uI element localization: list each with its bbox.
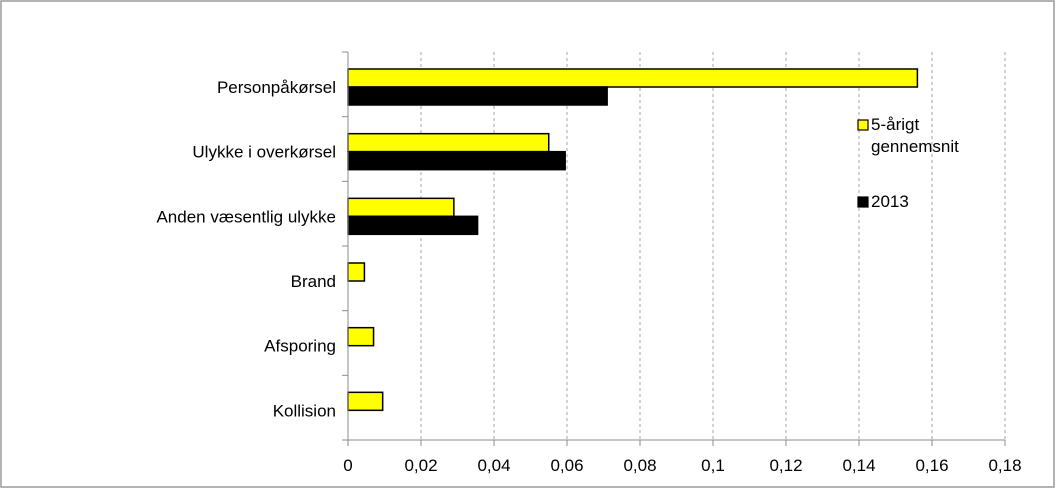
bar-brand-5-a-rigt-gennemsnit (347, 262, 366, 282)
x-tick-label-3: 0,06 (550, 456, 583, 475)
axes (342, 51, 1006, 446)
category-label-brand: Brand (291, 272, 336, 291)
x-tick-label-1: 0,02 (404, 456, 437, 475)
bar-personpa-k-rsel-2013 (347, 86, 608, 106)
x-tick-label-8: 0,16 (915, 456, 948, 475)
bar-personpa-k-rsel-5-a-rigt-gennemsnit (347, 68, 919, 88)
category-label-personpa-k-rsel: Personpåkørsel (217, 78, 336, 97)
bar-anden-v-sentlig-ulykke-2013 (347, 215, 479, 236)
category-label-kollision: Kollision (273, 401, 336, 420)
category-label-anden-v-sentlig-ulykke: Anden væsentlig ulykke (156, 207, 336, 226)
legend-swatch-2013 (857, 196, 869, 208)
bar-anden-v-sentlig-ulykke-5-a-rigt-gennemsnit (347, 197, 455, 218)
labels: 0 0,02 0,04 0,06 0,08 0,1 0,12 0,14 0,16 0,18 Pers… (156, 78, 1021, 475)
gridlines (420, 52, 1006, 440)
bars (347, 68, 919, 412)
legend-label-5-a-rigt-gennemsnit-0: 5-årigt (871, 115, 919, 134)
legend-label-2013-0: 2013 (871, 192, 909, 211)
x-tick-label-5: 0,1 (701, 456, 725, 475)
x-tick-label-6: 0,12 (769, 456, 802, 475)
bar-afsporing-5-a-rigt-gennemsnit (347, 326, 375, 347)
bar-ulykke-i-overk-rsel-5-a-rigt-gennemsnit (347, 132, 550, 153)
category-label-afsporing: Afsporing (264, 337, 336, 356)
x-tick-label-0: 0 (343, 456, 352, 475)
x-tick-label-4: 0,08 (623, 456, 656, 475)
bar-kollision-5-a-rigt-gennemsnit (347, 391, 384, 412)
legend: 5-årigt gennemsnit 2013 (857, 115, 959, 211)
legend-label-5-a-rigt-gennemsnit-1: gennemsnit (871, 137, 959, 156)
category-label-ulykke-i-overk-rsel: Ulykke i overkørsel (192, 143, 336, 162)
x-tick-label-7: 0,14 (842, 456, 875, 475)
bar-ulykke-i-overk-rsel-2013 (347, 150, 566, 171)
legend-swatch-5-a-rigt-gennemsnit (857, 119, 869, 131)
x-tick-label-2: 0,04 (477, 456, 510, 475)
x-tick-label-9: 0,18 (988, 456, 1021, 475)
